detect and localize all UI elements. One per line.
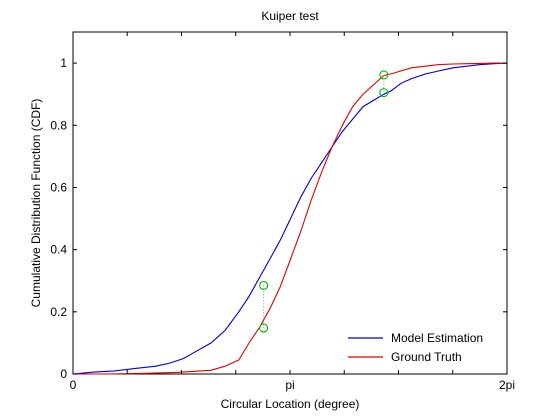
legend-label-ground-truth: Ground Truth [391, 350, 462, 364]
chart-title: Kuiper test [261, 9, 319, 23]
y-tick-label: 0.8 [50, 118, 67, 132]
plot-area: 0 pi 2pi 0 0.2 0.4 0.6 0.8 1 [50, 31, 515, 392]
x-axis-label: Circular Location (degree) [221, 397, 360, 411]
kuiper-marker [379, 70, 389, 80]
markers-layer [259, 70, 389, 333]
kuiper-marker [259, 280, 269, 290]
legend: Model Estimation Ground Truth [343, 323, 500, 368]
ticks-layer: 0 pi 2pi 0 0.2 0.4 0.6 0.8 1 [50, 32, 515, 392]
series-line-ground-truth [73, 62, 507, 375]
y-axis-label: Cumulative Distribution Function (CDF) [29, 99, 43, 308]
y-tick-label: 1 [60, 56, 67, 70]
legend-label-model-estimation: Model Estimation [391, 331, 483, 345]
connectors-layer [263, 74, 385, 328]
x-tick-label: 2pi [499, 378, 515, 392]
y-tick-label: 0.6 [50, 180, 67, 194]
y-tick-label: 0 [60, 367, 67, 381]
plot-frame [72, 31, 508, 375]
kuiper-marker [259, 323, 269, 333]
y-tick-label: 0.2 [50, 305, 67, 319]
x-tick-label: 0 [70, 378, 77, 392]
kuiper-marker [379, 88, 389, 98]
series-line-model-estimation [72, 62, 508, 375]
series-layer [72, 62, 508, 375]
y-tick-label: 0.4 [50, 243, 67, 257]
x-tick-label: pi [285, 378, 294, 392]
legend-box [343, 323, 500, 368]
